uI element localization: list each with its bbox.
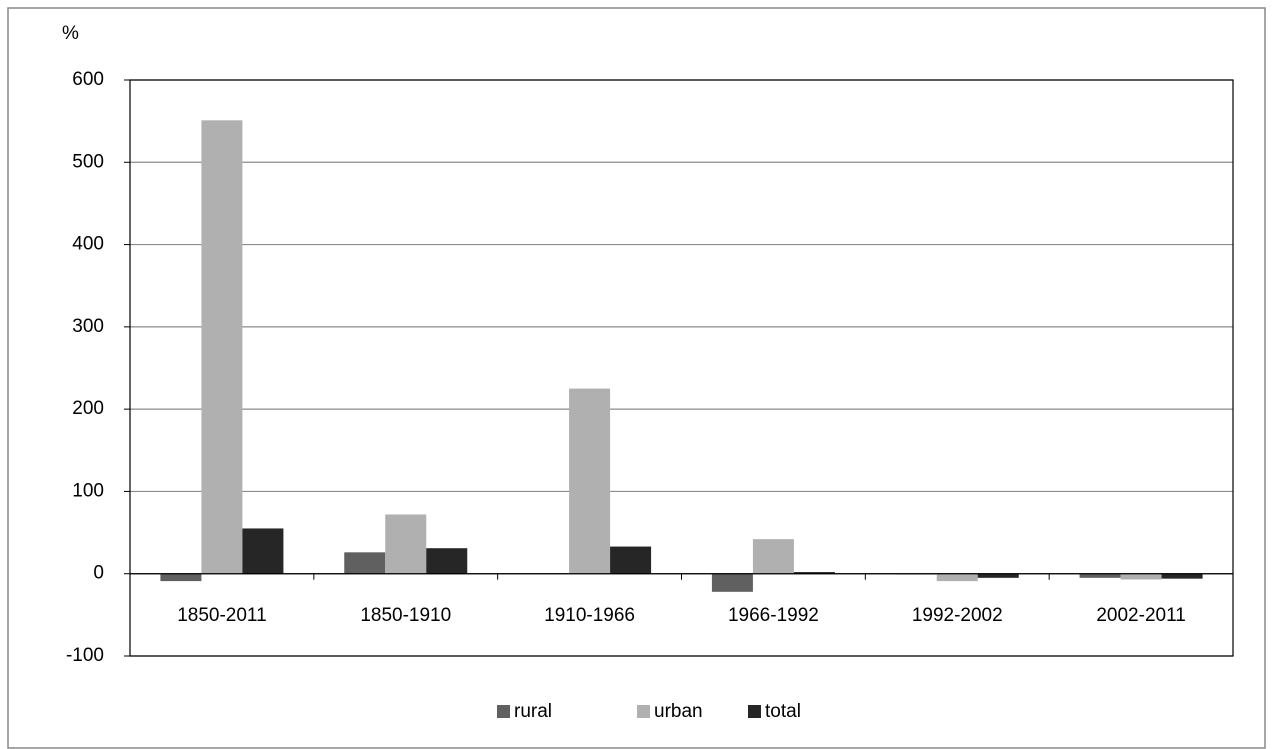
y-tick-label: 0 [93,563,104,584]
bar [569,388,611,574]
chart-frame [7,7,1266,749]
bar [977,573,1019,578]
y-tick-label: 100 [72,480,104,501]
x-tick-label: 1850-1910 [360,605,451,626]
y-axis-label: % [62,23,79,44]
y-tick-label: 500 [72,151,104,172]
bar [1120,573,1162,580]
bar [1079,573,1121,578]
x-tick-label: 1850-2011 [177,605,266,626]
legend-swatch [497,705,510,718]
legend-label: rural [514,701,552,722]
x-tick-label: 1910-1966 [544,605,635,626]
bar [711,573,753,592]
legend-swatch [637,705,650,718]
legend-label: total [765,701,801,722]
y-tick-label: 400 [72,234,104,255]
bar [793,572,835,574]
bar [936,573,978,582]
bar [344,552,386,574]
legend-swatch [748,705,761,718]
bar [426,548,468,574]
bar [610,546,652,574]
y-tick-label: -100 [66,645,104,666]
x-tick-label: 1992-2002 [912,605,1003,626]
bar [242,528,284,574]
bar [752,539,794,574]
y-tick-label: 300 [72,316,104,337]
bar [1161,573,1203,579]
bar [385,514,427,574]
plot-frame [129,79,1234,657]
x-tick-label: 1966-1992 [728,605,819,626]
legend-label: urban [654,701,703,722]
bar [201,120,243,574]
bar [160,573,202,582]
x-tick-label: 2002-2011 [1096,605,1185,626]
y-tick-label: 200 [72,398,104,419]
y-tick-label: 600 [72,69,104,90]
